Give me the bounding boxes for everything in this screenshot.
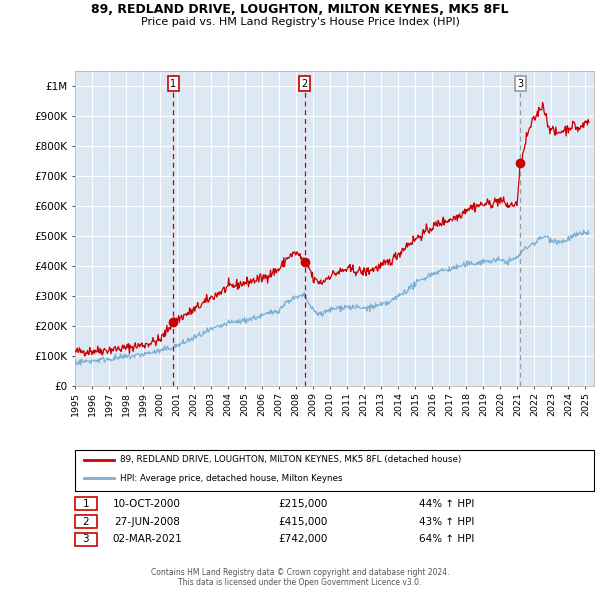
Text: 3: 3 [82,535,89,544]
Text: 2: 2 [301,78,308,88]
Text: £215,000: £215,000 [278,499,328,509]
Text: 10-OCT-2000: 10-OCT-2000 [113,499,181,509]
Text: 1: 1 [82,499,89,509]
Text: £742,000: £742,000 [278,535,328,544]
Text: 89, REDLAND DRIVE, LOUGHTON, MILTON KEYNES, MK5 8FL (detached house): 89, REDLAND DRIVE, LOUGHTON, MILTON KEYN… [120,455,461,464]
Text: 02-MAR-2021: 02-MAR-2021 [112,535,182,544]
Text: 44% ↑ HPI: 44% ↑ HPI [419,499,475,509]
Text: Price paid vs. HM Land Registry's House Price Index (HPI): Price paid vs. HM Land Registry's House … [140,17,460,27]
Text: HPI: Average price, detached house, Milton Keynes: HPI: Average price, detached house, Milt… [120,474,343,483]
Text: 64% ↑ HPI: 64% ↑ HPI [419,535,475,544]
Text: Contains HM Land Registry data © Crown copyright and database right 2024.
This d: Contains HM Land Registry data © Crown c… [151,568,449,587]
Text: 89, REDLAND DRIVE, LOUGHTON, MILTON KEYNES, MK5 8FL: 89, REDLAND DRIVE, LOUGHTON, MILTON KEYN… [91,3,509,16]
Text: 27-JUN-2008: 27-JUN-2008 [114,517,180,526]
Text: £415,000: £415,000 [278,517,328,526]
Text: 2: 2 [82,517,89,526]
Text: 3: 3 [517,78,523,88]
Text: 1: 1 [170,78,176,88]
Text: 43% ↑ HPI: 43% ↑ HPI [419,517,475,526]
